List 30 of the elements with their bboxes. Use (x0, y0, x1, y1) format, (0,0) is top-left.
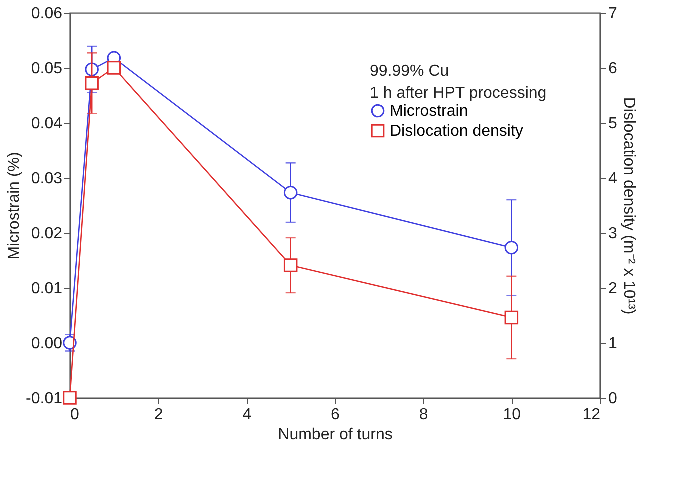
y-tick-label: 0.05 (31, 60, 63, 78)
legend-label: Microstrain (390, 103, 468, 120)
y-axis-title: Microstrain (%) (6, 152, 24, 260)
x-tick-label: 0 (70, 406, 80, 424)
x-tick-label: 10 (503, 406, 522, 424)
x-axis-title: Number of turns (278, 426, 393, 444)
y-tick-label: 0.00 (31, 336, 63, 352)
y-tick-label: 0.04 (31, 116, 63, 132)
y-tick-label: -0.01 (26, 390, 63, 408)
x-tick-label: 12 (582, 406, 601, 424)
y-tick-label: 0.06 (31, 6, 63, 22)
y2-tick-label: 0 (608, 390, 618, 408)
x-tick-label: 8 (419, 406, 428, 424)
y-tick-label: 0.02 (31, 226, 63, 242)
x-tick-label: 6 (331, 406, 340, 424)
y2-tick-label: 2 (608, 280, 618, 298)
y2-tick-label: 3 (608, 226, 618, 242)
x-tick-label: 4 (242, 406, 252, 424)
annotation: 99.99% Cu (370, 63, 450, 80)
y2-tick-label: 5 (608, 116, 618, 132)
legend-label: Dislocation density (390, 123, 524, 140)
y-tick-label: 0.01 (31, 280, 63, 298)
y2-axis-title: Dislocation density (m⁻² x 10¹³) (620, 97, 638, 315)
y2-tick-label: 6 (608, 60, 618, 78)
annotation: 1 h after HPT processing (370, 85, 547, 102)
y2-tick-label: 1 (608, 336, 618, 352)
x-tick-label: 2 (154, 406, 164, 424)
y2-tick-label: 4 (608, 170, 618, 188)
y-tick-label: 0.03 (31, 170, 63, 188)
y2-tick-label: 7 (608, 6, 618, 22)
